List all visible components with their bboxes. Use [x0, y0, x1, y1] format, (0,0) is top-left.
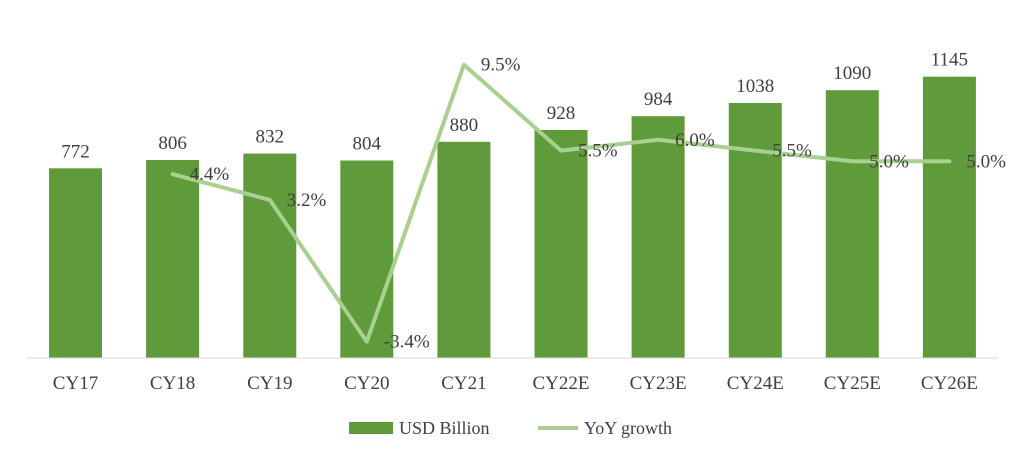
growth-value-label: 5.5%	[772, 141, 812, 162]
bar-cy20	[340, 160, 394, 358]
bar-cy19	[243, 153, 297, 358]
bar-value-label: 1038	[736, 76, 774, 97]
bar-value-label: 806	[158, 133, 187, 154]
x-tick-label: CY22E	[533, 373, 590, 394]
x-tick-label: CY19	[247, 373, 292, 394]
bar-value-label: 880	[450, 115, 479, 136]
x-tick-label: CY20	[344, 373, 389, 394]
bar-value-label: 804	[353, 134, 382, 155]
legend-label-bars: USD Billion	[399, 418, 490, 438]
x-tick-labels: CY17 CY18 CY19 CY20 CY21 CY22E CY23E CY24E CY25E…	[53, 373, 978, 394]
legend: USD Billion YoY growth	[349, 418, 672, 438]
bar-cy18	[146, 160, 200, 358]
bars-layer	[49, 76, 976, 358]
bar-cy17	[49, 168, 102, 358]
x-tick-label: CY17	[53, 373, 98, 394]
growth-value-label: 5.0%	[966, 151, 1006, 172]
legend-label-line: YoY growth	[584, 418, 672, 438]
growth-value-label: 5.0%	[869, 151, 909, 172]
growth-value-label: 6.0%	[675, 130, 715, 151]
bar-cy24e	[728, 103, 782, 358]
bar-value-label: 1145	[931, 50, 968, 71]
yoy-growth-line	[170, 62, 952, 344]
bar-cy21	[437, 141, 491, 358]
bar-cy25e	[825, 90, 879, 358]
x-tick-label: CY18	[150, 373, 195, 394]
growth-value-label: 9.5%	[481, 55, 521, 76]
x-tick-label: CY26E	[921, 373, 978, 394]
bar-value-label: 1090	[833, 63, 871, 84]
growth-value-label: 3.2%	[287, 190, 327, 211]
x-tick-label: CY24E	[727, 373, 784, 394]
growth-value-label: 5.5%	[578, 141, 618, 162]
bar-value-label: 928	[547, 103, 576, 124]
bar-value-label: 772	[61, 141, 90, 162]
labels-layer: 772 8064.4%8323.2%804-3.4%8809.5%9285.5%9…	[61, 50, 1006, 353]
growth-value-label: 4.4%	[190, 164, 230, 185]
bar-cy23e	[631, 116, 685, 358]
bar-cy26e	[922, 76, 976, 358]
bar-cy22e	[534, 130, 588, 358]
bar-value-label: 832	[256, 127, 285, 148]
growth-line-layer	[170, 62, 952, 344]
x-tick-label: CY23E	[630, 373, 687, 394]
x-tick-label: CY21	[441, 373, 486, 394]
x-tick-label: CY25E	[824, 373, 881, 394]
legend-swatch-bars	[349, 422, 393, 434]
growth-value-label: -3.4%	[384, 332, 430, 353]
bar-value-label: 984	[644, 89, 673, 110]
